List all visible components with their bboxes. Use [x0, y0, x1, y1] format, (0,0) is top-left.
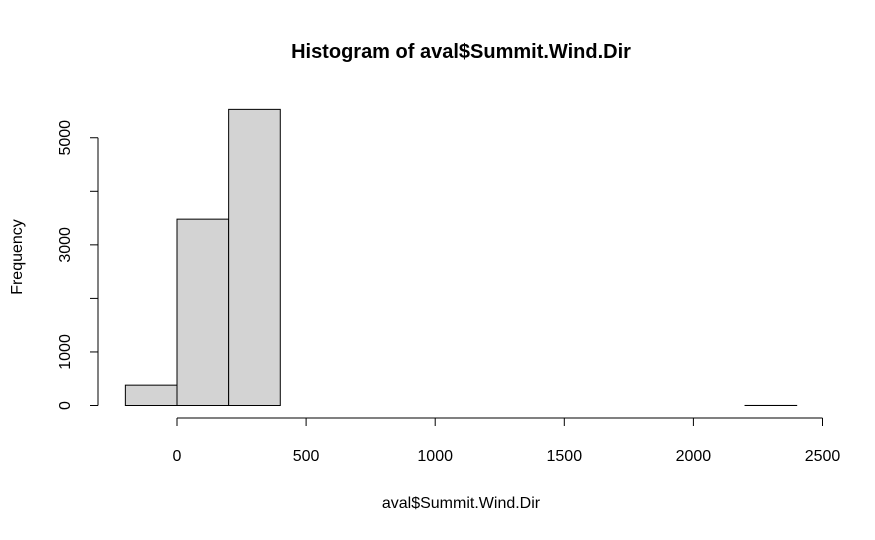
- y-tick-label: 0: [57, 401, 74, 410]
- histogram-bar: [176, 218, 230, 406]
- y-tick-label: 1000: [57, 334, 74, 370]
- x-tick-label: 1500: [547, 448, 583, 465]
- histogram-bars: [124, 108, 798, 406]
- x-tick-label: 1000: [417, 448, 453, 465]
- y-tick-label: 3000: [57, 227, 74, 263]
- y-axis-label: Frequency: [9, 219, 26, 295]
- y-axis: 0 1000 3000 5000: [57, 120, 99, 410]
- x-tick-label: 2500: [805, 448, 841, 465]
- chart-title: Histogram of aval$Summit.Wind.Dir: [291, 41, 631, 63]
- x-tick-label: 500: [293, 448, 320, 465]
- y-tick-label: 5000: [57, 120, 74, 156]
- x-tick-label: 2000: [676, 448, 712, 465]
- x-axis-label: aval$Summit.Wind.Dir: [382, 495, 541, 512]
- histogram-bar: [124, 384, 178, 406]
- x-axis: 0 500 1000 1500 2000 2500: [173, 417, 841, 465]
- x-tick-label: 0: [173, 448, 182, 465]
- histogram-bar: [228, 108, 281, 406]
